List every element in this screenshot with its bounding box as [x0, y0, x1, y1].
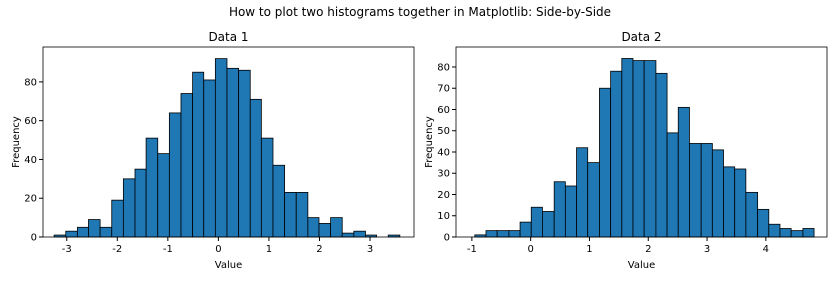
x-axis-label: Value [628, 260, 655, 271]
bar [111, 199, 124, 238]
x-tick-label: 0 [527, 244, 533, 255]
x-tick-label: 0 [215, 244, 221, 255]
y-tick-label: 30 [437, 169, 450, 180]
x-axis-label: Value [215, 260, 242, 271]
y-tick-label: 80 [437, 62, 450, 73]
y-tick-label: 20 [24, 194, 37, 205]
bar [745, 191, 759, 238]
bar [779, 228, 792, 238]
bar [284, 192, 297, 238]
bar [587, 162, 600, 238]
bar [145, 137, 159, 238]
bar [790, 230, 804, 238]
axes-title: Data 2 [621, 30, 661, 44]
bar [318, 223, 332, 238]
bar [689, 143, 702, 238]
x-tick-label: -3 [62, 244, 72, 255]
bar [226, 67, 240, 238]
x-tick-label: 1 [586, 244, 592, 255]
bar [576, 147, 589, 238]
bar [643, 60, 657, 238]
y-tick-label: 40 [24, 155, 37, 166]
x-tick-label: 2 [316, 244, 322, 255]
bar [203, 79, 216, 238]
bar [180, 93, 194, 238]
bar [295, 192, 309, 238]
x-tick-label: -2 [112, 244, 122, 255]
bar [802, 228, 815, 238]
x-tick-label: 1 [266, 244, 272, 255]
x-tick-label: 3 [704, 244, 710, 255]
bar [272, 164, 286, 238]
y-axis-label: Frequency [11, 116, 22, 168]
y-tick-label: 0 [31, 233, 37, 244]
bar [553, 181, 566, 238]
y-tick-label: 20 [437, 190, 450, 201]
y-tick-label: 70 [437, 84, 450, 95]
axes-frame [455, 46, 828, 238]
bar [260, 137, 274, 238]
bar [530, 206, 543, 238]
figure-title: How to plot two histograms together in M… [229, 5, 611, 19]
bar [519, 221, 532, 238]
y-tick-label: 50 [437, 126, 450, 137]
bar [711, 149, 724, 238]
bar [496, 230, 510, 238]
bar [65, 230, 78, 238]
bar [677, 106, 690, 238]
bar [192, 71, 205, 238]
bar [734, 168, 747, 238]
y-tick-label: 60 [437, 105, 450, 116]
y-tick-label: 60 [24, 116, 37, 127]
y-axis-label: Frequency [424, 116, 435, 168]
x-tick-label: 4 [763, 244, 769, 255]
bar [768, 223, 781, 238]
y-tick-label: 0 [444, 233, 450, 244]
bar [723, 166, 736, 238]
bar [99, 226, 113, 238]
bar [341, 232, 355, 238]
x-tick-label: -1 [467, 244, 477, 255]
bar [122, 178, 136, 238]
bar [214, 58, 228, 238]
bar [700, 143, 713, 238]
bar [564, 185, 577, 238]
bar [621, 58, 634, 238]
bar [655, 72, 668, 238]
bar [76, 226, 89, 238]
bar [134, 168, 147, 238]
x-tick-label: 3 [367, 244, 373, 255]
x-tick-label: -1 [163, 244, 173, 255]
bar [599, 87, 612, 238]
y-tick-label: 80 [24, 77, 37, 88]
axes-title: Data 1 [208, 30, 248, 44]
y-tick-label: 40 [437, 147, 450, 158]
bar [542, 211, 555, 238]
bar [353, 230, 366, 238]
bar [485, 230, 498, 238]
bar [632, 60, 645, 238]
bar [249, 98, 262, 238]
bar [307, 217, 320, 238]
y-tick-label: 10 [437, 211, 450, 222]
x-tick-label: 2 [645, 244, 651, 255]
bar [157, 153, 170, 238]
bar [508, 230, 521, 238]
axes-frame [42, 46, 415, 238]
bar [757, 208, 770, 238]
bar [330, 217, 343, 238]
bar [666, 132, 679, 238]
bar [168, 112, 182, 238]
bar [610, 70, 623, 238]
bar [88, 219, 101, 238]
bar [238, 69, 251, 238]
